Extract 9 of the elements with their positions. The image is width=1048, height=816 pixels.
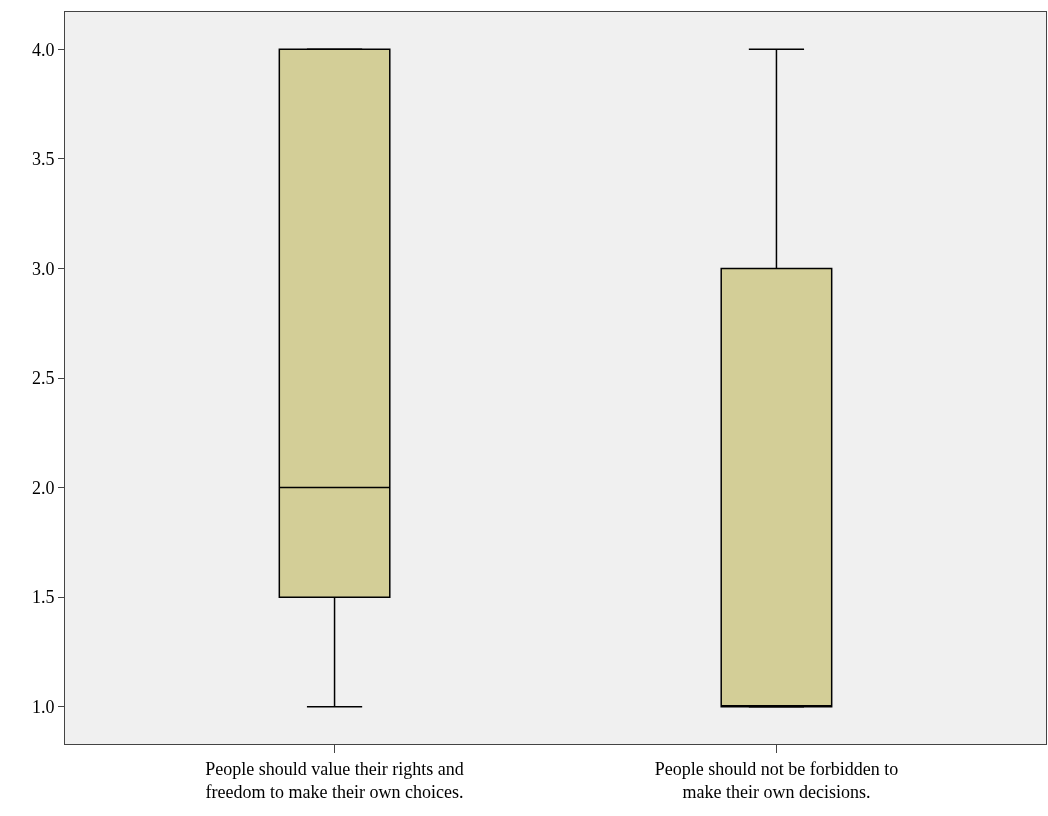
y-tick-label: 3.0 <box>31 258 55 279</box>
y-tick-label: 3.5 <box>31 149 55 170</box>
x-tick-label: People should value their rights and freedom to make their own choices. <box>205 758 464 802</box>
y-tick-label: 1.5 <box>31 587 55 608</box>
y-tick-label: 2.5 <box>31 368 55 389</box>
y-tick-label: 1.0 <box>31 697 55 718</box>
y-tick-label: 2.0 <box>31 477 55 498</box>
x-tick-label: People should not be forbidden to make their own decisions. <box>654 758 899 802</box>
y-tick-label: 4.0 <box>31 39 55 60</box>
